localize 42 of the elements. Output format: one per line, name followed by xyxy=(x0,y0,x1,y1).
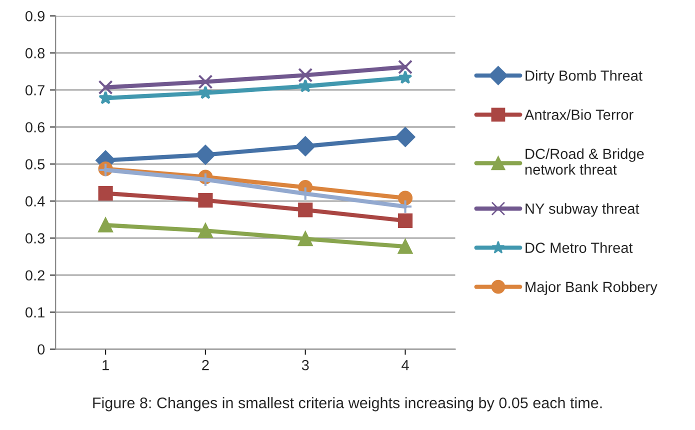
point xyxy=(198,86,212,100)
point xyxy=(298,68,313,82)
y-tick-label: 0.7 xyxy=(25,85,44,96)
point xyxy=(98,186,113,201)
y-tick-label: 0.8 xyxy=(25,48,45,58)
point xyxy=(98,80,113,95)
y-tick-label: 0.2 xyxy=(25,270,44,281)
point xyxy=(298,202,313,218)
x-tick-label: 1 xyxy=(102,360,109,370)
point xyxy=(196,144,216,165)
point xyxy=(398,199,413,214)
point xyxy=(398,60,413,74)
legend-label: DC/Road & Bridge network threat xyxy=(525,148,644,175)
legend-label: NY subway threat xyxy=(526,203,640,217)
x-tick-label: 2 xyxy=(202,360,209,370)
y-tick-label: 0.5 xyxy=(25,159,45,170)
x-tick-label: 3 xyxy=(302,360,309,370)
point xyxy=(398,70,412,84)
caption: Figure 8: Changes in smallest criteria weights increasing by 0.05 each time. xyxy=(93,397,602,412)
legend-label: Major Bank Robbery xyxy=(526,281,658,295)
y-tick-label: 0.9 xyxy=(25,11,44,22)
point xyxy=(98,218,113,232)
point xyxy=(398,190,413,206)
point xyxy=(298,78,312,92)
point xyxy=(298,232,313,246)
point xyxy=(198,223,213,238)
point xyxy=(395,127,416,147)
point xyxy=(295,136,316,156)
legend-label: Antrax/Bio Terror xyxy=(524,109,634,120)
x-tick-label: 4 xyxy=(402,360,409,370)
point xyxy=(398,239,413,254)
point xyxy=(398,213,413,228)
y-tick-label: 0.6 xyxy=(25,122,45,132)
y-tick-label: 0.3 xyxy=(25,233,45,244)
point xyxy=(198,74,213,90)
point xyxy=(98,90,113,104)
legend-label: Dirty Bomb Threat xyxy=(526,70,642,84)
point xyxy=(198,193,213,208)
y-tick-label: 0 xyxy=(38,344,45,355)
y-tick-label: 0.4 xyxy=(25,196,45,206)
y-tick-label: 0.1 xyxy=(25,307,44,318)
legend-label: DC Metro Threat xyxy=(526,242,633,253)
